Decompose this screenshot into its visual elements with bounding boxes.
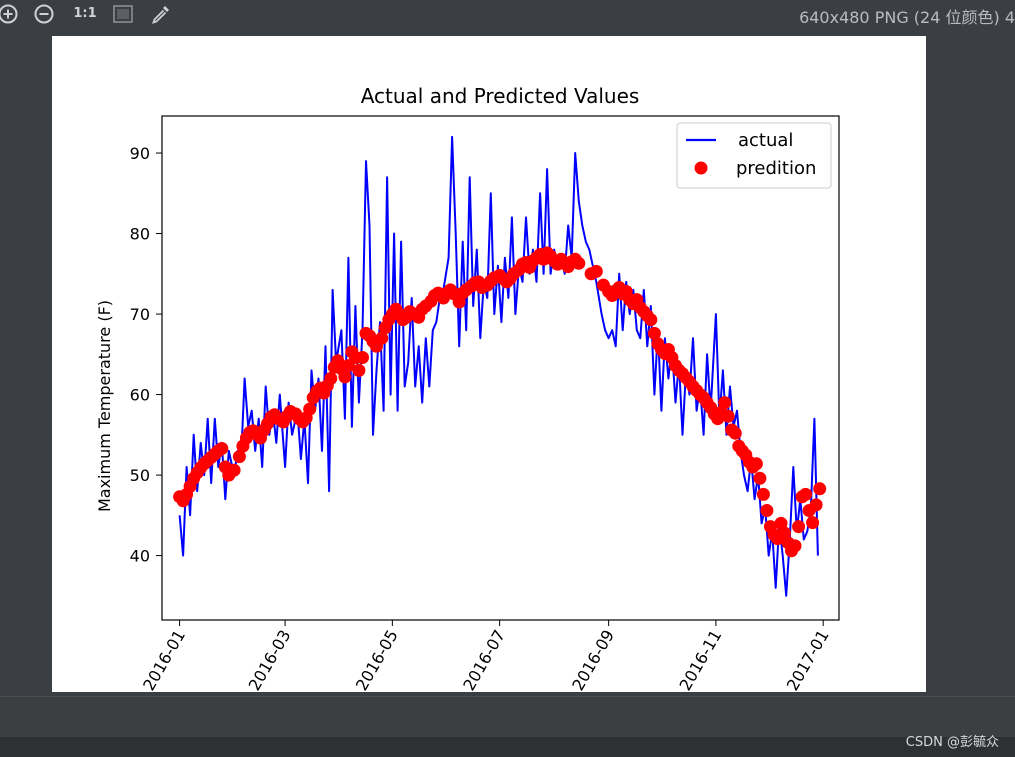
zoom-in-icon[interactable] xyxy=(0,3,19,25)
prediction-point xyxy=(338,370,352,384)
prediction-point xyxy=(589,264,603,278)
series-markers-predition xyxy=(173,246,827,558)
y-tick-label: 80 xyxy=(130,225,150,244)
prediction-point xyxy=(806,516,820,530)
legend-predition-marker xyxy=(694,161,708,175)
plot-area-frame xyxy=(161,115,840,621)
prediction-point xyxy=(215,442,229,455)
x-tick-label: 2016-09 xyxy=(568,627,618,693)
prediction-point xyxy=(721,409,735,423)
prediction-point xyxy=(799,487,813,501)
prediction-point xyxy=(749,457,763,471)
zoom-out-icon[interactable] xyxy=(33,3,55,25)
y-tick-label: 60 xyxy=(130,386,150,405)
watermark: CSDN @彭毓众 xyxy=(905,735,999,750)
actual-size-button[interactable]: 1:1 xyxy=(73,6,97,21)
prediction-point xyxy=(644,313,658,327)
x-tick-label: 2016-01 xyxy=(139,627,189,693)
y-tick-label: 90 xyxy=(130,144,150,163)
chart: Actual and Predicted Values Maximum Temp… xyxy=(95,84,840,693)
legend: actual predition xyxy=(676,122,832,189)
x-tick-label: 2016-07 xyxy=(459,627,509,693)
y-tick-label: 40 xyxy=(130,547,150,566)
x-tick-label: 2016-05 xyxy=(352,627,402,693)
prediction-point xyxy=(788,539,802,553)
x-axis: 2016-01 2016-03 2016-05 2016-07 2016-09 2016-… xyxy=(139,620,833,693)
y-tick-label: 70 xyxy=(130,305,150,324)
prediction-point xyxy=(572,256,586,270)
y-tick-label: 50 xyxy=(130,466,150,485)
chart-title: Actual and Predicted Values xyxy=(361,84,640,108)
fit-to-window-icon[interactable] xyxy=(112,3,134,25)
legend-predition-label: predition xyxy=(736,158,816,179)
prediction-point xyxy=(792,520,806,534)
color-picker-icon[interactable] xyxy=(150,3,172,25)
prediction-point xyxy=(809,498,823,512)
series-line-actual xyxy=(178,135,819,597)
prediction-point xyxy=(227,463,241,477)
image-viewer-toolbar: 1:1 640x480 PNG (24 位颜色) 4 xyxy=(0,0,1015,30)
image-info-text: 640x480 PNG (24 位颜色) 4 xyxy=(799,8,1015,27)
image-canvas: Actual and Predicted Values Maximum Temp… xyxy=(52,36,926,692)
prediction-point xyxy=(647,326,661,340)
y-axis-label: Maximum Temperature (F) xyxy=(95,300,114,512)
prediction-point xyxy=(756,487,770,501)
prediction-point xyxy=(753,471,767,485)
prediction-point xyxy=(375,331,389,345)
prediction-point xyxy=(356,351,369,364)
prediction-point xyxy=(718,396,732,410)
prediction-point xyxy=(324,372,338,385)
prediction-point xyxy=(760,504,774,517)
prediction-point xyxy=(232,450,246,464)
x-tick-label: 2017-01 xyxy=(783,627,833,693)
prediction-point xyxy=(303,402,317,416)
prediction-point xyxy=(352,363,366,377)
x-tick-label: 2016-03 xyxy=(245,627,295,693)
x-tick-label: 2016-11 xyxy=(675,627,725,693)
prediction-point xyxy=(728,426,742,440)
bottom-strip xyxy=(0,737,1015,757)
status-bar xyxy=(0,696,1015,737)
y-axis: 40 50 60 70 80 90 xyxy=(130,144,162,566)
legend-actual-label: actual xyxy=(738,130,793,151)
prediction-point xyxy=(813,482,827,496)
